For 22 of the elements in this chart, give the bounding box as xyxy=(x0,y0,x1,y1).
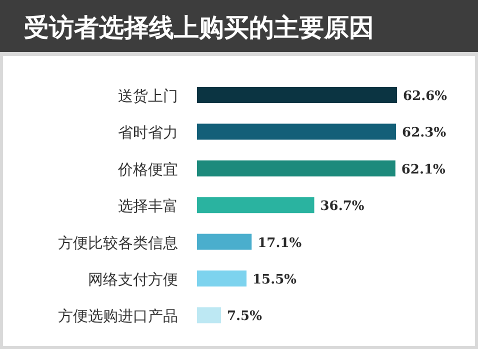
data-label: 15.5% xyxy=(252,272,298,288)
bar xyxy=(197,124,396,140)
data-label: 62.1% xyxy=(401,162,446,178)
chart-title: 受访者选择线上购买的主要原因 xyxy=(24,13,374,42)
bar xyxy=(197,87,397,103)
bar xyxy=(197,270,247,286)
y-tick-label: 选择丰富 xyxy=(118,197,178,216)
data-label: 7.5% xyxy=(226,309,263,324)
data-label: 17.1% xyxy=(258,236,302,251)
bar xyxy=(197,234,252,250)
y-tick-label: 方便比较各类信息 xyxy=(58,234,178,252)
y-tick-label: 送货上门 xyxy=(118,87,178,105)
y-tick-label: 网络支付方便 xyxy=(88,270,178,288)
bar xyxy=(197,197,314,214)
data-label: 62.3% xyxy=(402,126,447,141)
y-tick-label: 价格便宜 xyxy=(117,160,178,178)
y-tick-label: 省时省力 xyxy=(118,124,178,142)
y-tick-label: 方便选购进口产品 xyxy=(58,307,178,326)
bar xyxy=(197,307,221,324)
data-label: 36.7% xyxy=(320,199,365,214)
bar xyxy=(197,160,396,176)
data-label: 62.6% xyxy=(403,89,448,104)
